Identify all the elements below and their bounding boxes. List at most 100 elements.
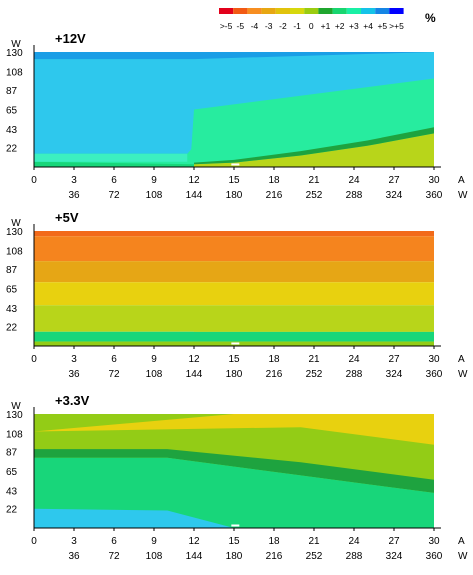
- legend-label-4: -2: [279, 21, 287, 31]
- x-tick-W-1-72: 72: [108, 369, 120, 380]
- x-tick-A-2-3: 3: [71, 536, 77, 547]
- region-p4-3v: [34, 508, 234, 528]
- legend-swatch-6: [304, 8, 319, 14]
- panel-title-1: +5V: [55, 210, 79, 225]
- y-tick-0-108: 108: [6, 67, 23, 78]
- x-tick-A-0-18: 18: [268, 175, 280, 186]
- y-unit-0: W: [11, 39, 21, 50]
- x-tick-W-0-144: 144: [186, 190, 203, 201]
- legend-label-0: >-5: [220, 21, 233, 31]
- region-0-lower: [194, 133, 434, 167]
- x-tick-A-1-0: 0: [31, 354, 37, 365]
- band-5: [34, 331, 434, 342]
- legend-label-5: -1: [293, 21, 301, 31]
- marker-dash-1: [231, 342, 240, 345]
- x-tick-W-1-108: 108: [146, 369, 163, 380]
- legend-swatch-3: [261, 8, 276, 14]
- legend-swatch-2: [247, 8, 262, 14]
- x-tick-A-0-0: 0: [31, 175, 37, 186]
- heatmap-area-0: [34, 52, 434, 167]
- x-tick-W-2-180: 180: [226, 551, 243, 562]
- x-tick-W-1-360: 360: [426, 369, 443, 380]
- x-tick-A-2-21: 21: [308, 536, 320, 547]
- y-tick-0-87: 87: [6, 86, 18, 97]
- x-tick-A-1-24: 24: [348, 354, 360, 365]
- x-tick-A-2-9: 9: [151, 536, 157, 547]
- x-tick-W-2-72: 72: [108, 551, 120, 562]
- x-tick-W-0-108: 108: [146, 190, 163, 201]
- band-2: [34, 261, 434, 283]
- x-tick-A-0-9: 9: [151, 175, 157, 186]
- x-tick-W-1-144: 144: [186, 369, 203, 380]
- x-tick-A-0-27: 27: [388, 175, 400, 186]
- x-tick-W-0-360: 360: [426, 190, 443, 201]
- legend-swatch-11: [375, 8, 390, 14]
- y-tick-2-22: 22: [6, 505, 18, 516]
- x-tick-A-2-15: 15: [228, 536, 240, 547]
- x-tick-A-1-27: 27: [388, 354, 400, 365]
- legend-label-7: +1: [321, 21, 331, 31]
- region-m1-3v: [34, 414, 434, 445]
- legend-swatch-10: [361, 8, 376, 14]
- x-tick-W-2-216: 216: [266, 551, 283, 562]
- y-tick-0-65: 65: [6, 106, 18, 117]
- x-tick-A-1-15: 15: [228, 354, 240, 365]
- x-tick-A-1-18: 18: [268, 354, 280, 365]
- region-p1-diag-3v: [34, 449, 434, 493]
- x-tick-A-1-21: 21: [308, 354, 320, 365]
- y-unit-1: W: [11, 218, 21, 229]
- heatmap-area-2: [34, 414, 434, 528]
- x-tick-A-0-24: 24: [348, 175, 360, 186]
- marker-dash-0: [231, 163, 240, 166]
- legend-swatch-1: [233, 8, 248, 14]
- legend-swatch-7: [318, 8, 333, 14]
- x-tick-A-2-0: 0: [31, 536, 37, 547]
- y-tick-0-22: 22: [6, 144, 18, 155]
- step-region-5v: [194, 308, 434, 332]
- x-tick-A-1-9: 9: [151, 354, 157, 365]
- x-tick-A-1-30: 30: [428, 354, 440, 365]
- x-tick-A-2-6: 6: [111, 536, 117, 547]
- x-tick-W-2-288: 288: [346, 551, 363, 562]
- x-tick-W-0-216: 216: [266, 190, 283, 201]
- x-tick-W-2-252: 252: [306, 551, 323, 562]
- legend-label-11: +5: [377, 21, 387, 31]
- x-tick-A-0-3: 3: [71, 175, 77, 186]
- region-p3-left: [34, 153, 188, 162]
- x-tick-W-0-288: 288: [346, 190, 363, 201]
- y-tick-0-130: 130: [6, 48, 23, 59]
- x-tick-W-2-108: 108: [146, 551, 163, 562]
- x-unit-W-2: W: [458, 551, 468, 562]
- x-tick-W-2-360: 360: [426, 551, 443, 562]
- x-unit-W-0: W: [458, 190, 468, 201]
- y-tick-1-43: 43: [6, 304, 18, 315]
- legend-label-10: +4: [363, 21, 373, 31]
- x-tick-W-0-324: 324: [386, 190, 403, 201]
- y-tick-2-108: 108: [6, 429, 23, 440]
- legend-label-2: -4: [251, 21, 259, 31]
- legend-swatch-9: [346, 8, 361, 14]
- region-p4-top: [34, 52, 434, 60]
- legend-label-1: -5: [237, 21, 245, 31]
- band-0: [34, 231, 434, 237]
- legend-label-9: +3: [349, 21, 359, 31]
- x-tick-W-2-144: 144: [186, 551, 203, 562]
- legend-swatch-12: [389, 8, 404, 14]
- x-tick-A-2-27: 27: [388, 536, 400, 547]
- x-unit-A-2: A: [458, 536, 465, 547]
- marker-dash-2: [231, 524, 240, 527]
- x-tick-W-2-324: 324: [386, 551, 403, 562]
- x-tick-W-0-180: 180: [226, 190, 243, 201]
- x-tick-W-0-36: 36: [68, 190, 80, 201]
- y-tick-2-87: 87: [6, 448, 18, 459]
- legend-swatch-5: [290, 8, 305, 14]
- x-tick-W-1-36: 36: [68, 369, 80, 380]
- x-unit-W-1: W: [458, 369, 468, 380]
- x-tick-A-1-6: 6: [111, 354, 117, 365]
- x-tick-A-2-18: 18: [268, 536, 280, 547]
- legend-label-12: >+5: [389, 21, 404, 31]
- x-tick-A-0-30: 30: [428, 175, 440, 186]
- y-tick-1-108: 108: [6, 246, 23, 257]
- heatmap-area-1: [34, 231, 434, 346]
